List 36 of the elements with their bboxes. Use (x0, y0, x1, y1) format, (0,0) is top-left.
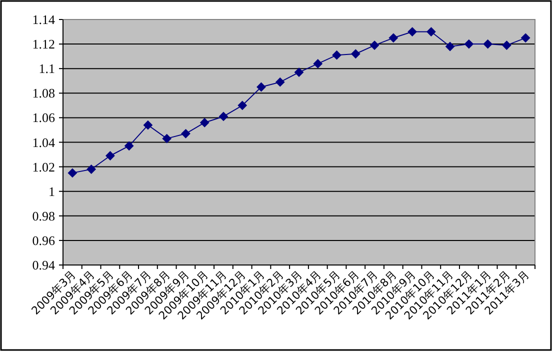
point (181, 129, 190, 138)
point (502, 40, 512, 50)
point (276, 78, 285, 87)
point (351, 49, 360, 58)
point (370, 40, 380, 50)
point (86, 164, 96, 174)
point (106, 151, 115, 160)
point (143, 120, 152, 130)
point (256, 82, 266, 92)
point (388, 33, 398, 42)
y-tick-label: 1 (48, 184, 55, 199)
y-tick-label: 1.04 (32, 134, 56, 150)
point (218, 112, 228, 121)
point (483, 40, 492, 49)
y-tick-label: 0.96 (32, 232, 56, 248)
y-tick-label: 1.12 (32, 36, 55, 52)
point (446, 42, 455, 52)
point (124, 141, 134, 150)
point (332, 50, 342, 60)
y-tick-label: 0.94 (32, 258, 56, 272)
point (162, 134, 172, 144)
point (294, 68, 304, 77)
point (464, 40, 474, 49)
y-tick-label: 1.1 (38, 61, 55, 76)
point (238, 100, 247, 110)
y-tick-label: 1.02 (32, 159, 55, 174)
point (426, 27, 436, 36)
point (313, 59, 322, 68)
point (408, 27, 417, 36)
y-tick-label: 0.98 (32, 208, 55, 224)
y-tick-label: 1.08 (32, 86, 55, 101)
point (200, 118, 210, 128)
point (68, 168, 77, 178)
point (521, 33, 530, 42)
y-tick-label: 1.14 (32, 12, 56, 27)
y-tick-label: 1.06 (32, 110, 56, 126)
